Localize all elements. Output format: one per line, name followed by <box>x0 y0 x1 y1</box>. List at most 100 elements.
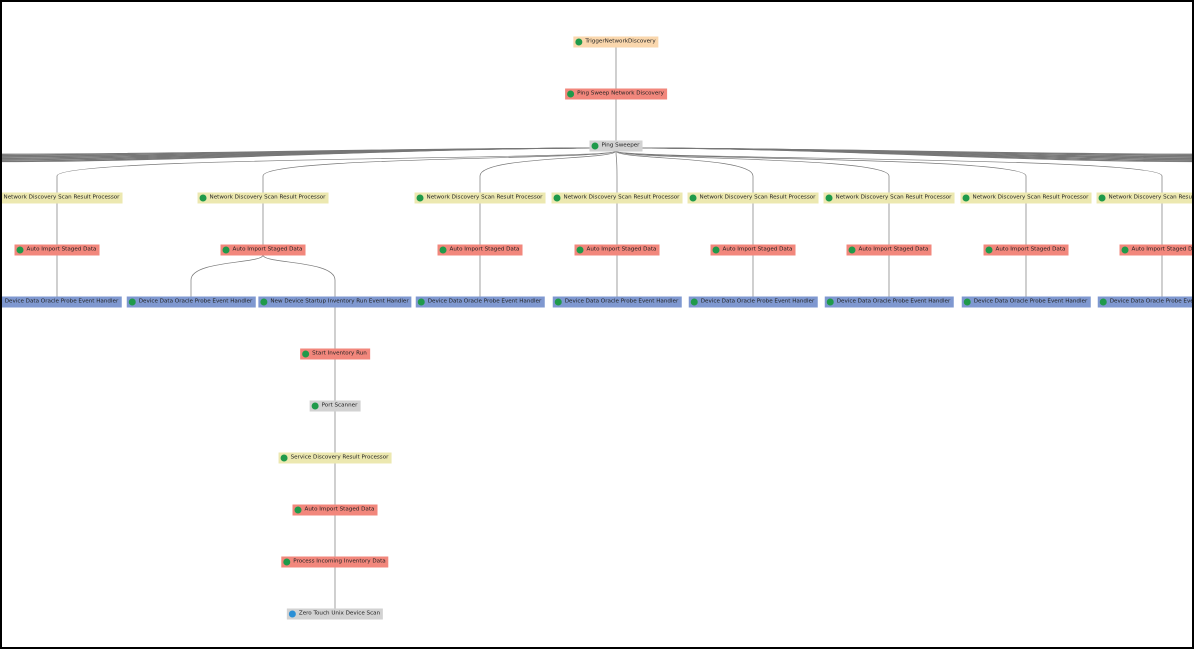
node[interactable]: Service Discovery Result Processor <box>278 452 392 464</box>
node[interactable]: Network Discovery Scan Result Processor <box>1096 192 1194 204</box>
node-label: Network Discovery Scan Result Processor <box>1108 194 1194 201</box>
node[interactable]: Network Discovery Scan Result Processor <box>551 192 683 204</box>
status-icon <box>553 194 561 202</box>
edge <box>262 254 336 297</box>
edge <box>615 150 1027 193</box>
status-icon <box>962 194 970 202</box>
node[interactable]: Auto Import Staged Data <box>983 244 1069 256</box>
node[interactable]: Port Scanner <box>309 400 361 412</box>
edge <box>190 254 264 297</box>
status-icon <box>417 298 425 306</box>
node-label: Network Discovery Scan Result Processor <box>3 194 120 201</box>
edge <box>615 150 1163 193</box>
node-label: Zero Touch Unix Device Scan <box>298 610 381 617</box>
node[interactable]: New Device Startup Inventory Run Event H… <box>258 296 412 308</box>
edge <box>479 150 617 193</box>
node-label: Network Discovery Scan Result Processor <box>972 194 1089 201</box>
node-label: Auto Import Staged Data <box>995 246 1066 253</box>
status-icon <box>439 246 447 254</box>
status-icon <box>1099 298 1107 306</box>
status-icon <box>288 610 296 618</box>
edge <box>2 147 617 163</box>
node[interactable]: Ping Sweep Network Discovery <box>565 88 667 100</box>
node[interactable]: Network Discovery Scan Result Processor <box>197 192 329 204</box>
node[interactable]: Network Discovery Scan Result Processor <box>687 192 819 204</box>
node[interactable]: Device Data Oracle Probe Event Handler <box>688 296 818 308</box>
edge <box>262 150 617 193</box>
edge <box>615 150 890 193</box>
node[interactable]: Device Data Oracle Probe Event Handler <box>1097 296 1194 308</box>
node[interactable]: Device Data Oracle Probe Event Handler <box>824 296 954 308</box>
status-icon <box>554 298 562 306</box>
status-icon <box>825 194 833 202</box>
status-icon <box>0 299 2 306</box>
status-icon <box>199 194 207 202</box>
node[interactable]: Auto Import Staged Data <box>846 244 932 256</box>
node-label: Network Discovery Scan Result Processor <box>699 194 816 201</box>
node[interactable]: Network Discovery Scan Result Processor <box>823 192 955 204</box>
edge <box>56 150 617 193</box>
node[interactable]: TriggerNetworkDiscovery <box>573 36 659 48</box>
node[interactable]: Device Data Oracle Probe Event Handler <box>552 296 682 308</box>
node[interactable]: Process Incoming Inventory Data <box>281 556 389 568</box>
node-label: Network Discovery Scan Result Processor <box>209 194 326 201</box>
node[interactable]: Device Data Oracle Probe Event Handler <box>0 296 122 308</box>
node-label: Process Incoming Inventory Data <box>293 558 386 565</box>
node-label: Ping Sweep Network Discovery <box>577 90 664 97</box>
status-icon <box>302 350 310 358</box>
status-icon <box>690 298 698 306</box>
node-label: Network Discovery Scan Result Processor <box>426 194 543 201</box>
node[interactable]: Auto Import Staged Data <box>220 244 306 256</box>
node-label: Port Scanner <box>321 402 358 409</box>
edge <box>615 150 618 193</box>
node[interactable]: Ping Sweeper <box>589 140 643 152</box>
node-label: Auto Import Staged Data <box>449 246 520 253</box>
status-icon <box>1121 246 1129 254</box>
node-label: Device Data Oracle Probe Event Handler <box>1109 298 1194 305</box>
node[interactable]: Start Inventory Run <box>300 348 370 360</box>
status-icon <box>0 195 1 202</box>
status-icon <box>848 246 856 254</box>
node[interactable]: Network Discovery Scan Result Processor <box>0 192 123 204</box>
node[interactable]: Network Discovery Scan Result Processor <box>414 192 546 204</box>
node-label: Network Discovery Scan Result Processor <box>835 194 952 201</box>
node[interactable]: Zero Touch Unix Device Scan <box>286 608 384 620</box>
node[interactable]: Auto Import Staged Data <box>1119 244 1193 256</box>
node[interactable]: Auto Import Staged Data <box>437 244 523 256</box>
status-icon <box>222 246 230 254</box>
node[interactable]: Auto Import Staged Data <box>710 244 796 256</box>
node[interactable]: Network Discovery Scan Result Processor <box>960 192 1092 204</box>
status-icon <box>963 298 971 306</box>
node[interactable]: Device Data Oracle Probe Event Handler <box>126 296 256 308</box>
status-icon <box>260 298 268 306</box>
status-icon <box>689 194 697 202</box>
node-label: New Device Startup Inventory Run Event H… <box>270 298 409 305</box>
status-icon <box>712 246 720 254</box>
status-icon <box>16 246 24 254</box>
status-icon <box>826 298 834 306</box>
node-label: Auto Import Staged Data <box>858 246 929 253</box>
status-icon <box>280 454 288 462</box>
node[interactable]: Auto Import Staged Data <box>574 244 660 256</box>
node-label: Device Data Oracle Probe Event Handler <box>427 298 542 305</box>
node-label: Auto Import Staged Data <box>586 246 657 253</box>
node-label: Device Data Oracle Probe Event Handler <box>700 298 815 305</box>
node-label: Device Data Oracle Probe Event Handler <box>973 298 1088 305</box>
node[interactable]: Auto Import Staged Data <box>292 504 378 516</box>
node-label: Auto Import Staged Data <box>26 246 97 253</box>
node[interactable]: Device Data Oracle Probe Event Handler <box>961 296 1091 308</box>
node[interactable]: Auto Import Staged Data <box>14 244 100 256</box>
node-label: Device Data Oracle Probe Event Handler <box>4 298 119 305</box>
node-label: TriggerNetworkDiscovery <box>585 38 656 45</box>
node-label: Start Inventory Run <box>312 350 367 357</box>
status-icon <box>283 558 291 566</box>
node[interactable]: Device Data Oracle Probe Event Handler <box>415 296 545 308</box>
status-icon <box>576 246 584 254</box>
status-icon <box>575 38 583 46</box>
node-label: Device Data Oracle Probe Event Handler <box>138 298 253 305</box>
edge <box>615 147 1192 163</box>
node-label: Auto Import Staged Data <box>1131 246 1193 253</box>
node-label: Service Discovery Result Processor <box>290 454 389 461</box>
node-label: Network Discovery Scan Result Processor <box>563 194 680 201</box>
